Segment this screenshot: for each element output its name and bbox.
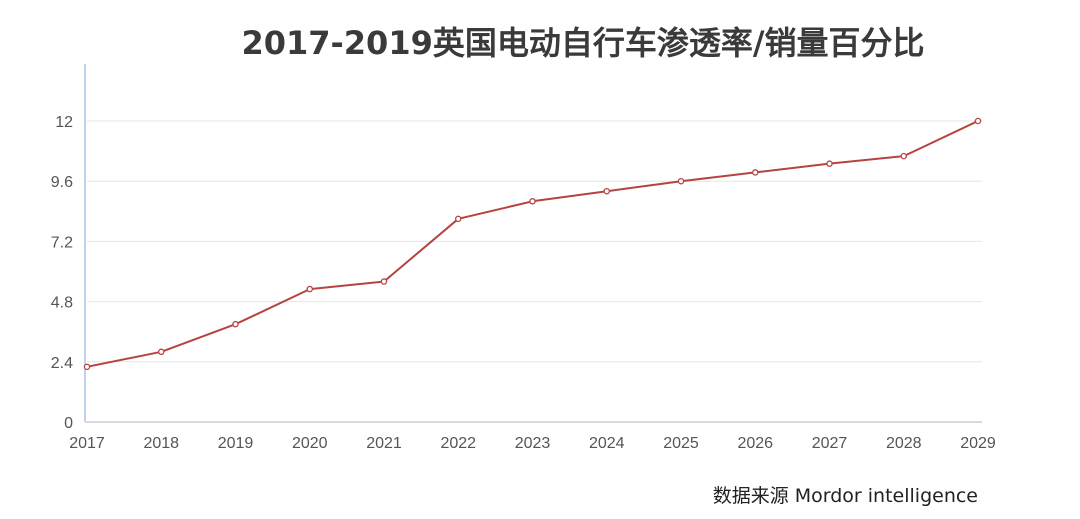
data-point — [380, 278, 388, 285]
x-tick-label: 2018 — [143, 435, 179, 452]
x-tick-label: 2022 — [440, 435, 476, 452]
series-line — [86, 120, 979, 368]
data-point — [677, 177, 685, 185]
data-point — [974, 117, 982, 125]
x-tick-label: 2026 — [737, 435, 773, 452]
y-tick-label: 9.6 — [51, 174, 73, 191]
x-tick-label: 2025 — [663, 435, 699, 452]
y-tick-labels: 0 2.4 4.8 7.2 9.6 12 — [51, 114, 73, 432]
axes — [84, 64, 982, 423]
data-point — [529, 198, 536, 205]
x-tick-label: 2029 — [960, 435, 996, 452]
x-tick-label: 2023 — [515, 435, 551, 452]
data-point — [826, 160, 833, 167]
y-tick-label: 12 — [55, 114, 73, 131]
data-point — [157, 348, 165, 356]
y-tick-label: 0 — [64, 415, 73, 432]
x-tick-label: 2028 — [886, 435, 922, 452]
x-tick-label: 2021 — [366, 435, 402, 452]
data-point — [454, 215, 462, 223]
data-point — [83, 363, 91, 371]
chart-title: 2017-2019英国电动自行车渗透率/销量百分比 — [241, 24, 925, 62]
series — [83, 117, 982, 371]
x-tick-label: 2017 — [69, 435, 105, 452]
x-tick-labels: 2017 2018 2019 2020 2021 2022 2023 2024 2025 2026… — [69, 435, 996, 452]
data-point — [900, 152, 908, 160]
y-tick-label: 2.4 — [51, 355, 73, 372]
data-point — [752, 169, 759, 176]
x-tick-label: 2024 — [589, 435, 625, 452]
data-point — [232, 320, 239, 328]
x-tick-label: 2027 — [812, 435, 848, 452]
y-tick-label: 7.2 — [51, 234, 73, 251]
source-note: 数据来源 Mordor intelligence — [712, 485, 978, 507]
y-tick-label: 4.8 — [51, 295, 73, 312]
x-tick-label: 2019 — [218, 435, 254, 452]
data-point — [306, 285, 313, 293]
data-point — [603, 187, 611, 195]
x-tick-label: 2020 — [292, 435, 328, 452]
grid-lines — [87, 120, 982, 363]
